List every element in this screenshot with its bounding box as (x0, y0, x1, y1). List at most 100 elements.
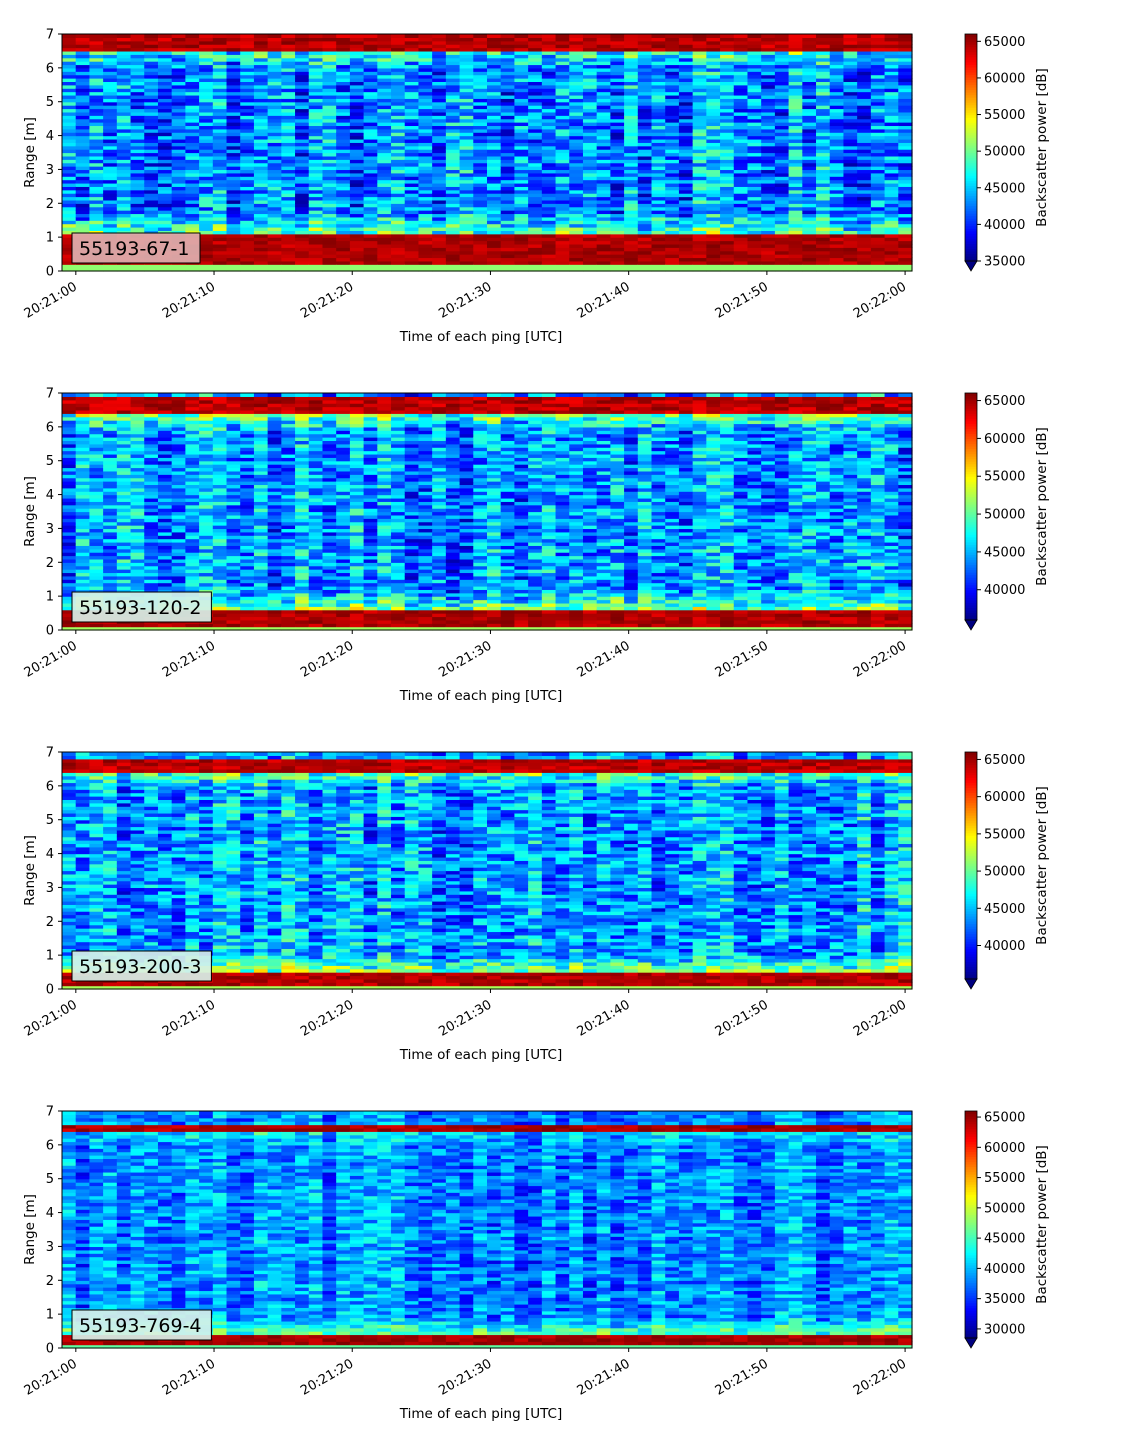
heatmap-cell (514, 47, 529, 52)
heatmap-cell (185, 50, 200, 55)
heatmap-cell (829, 34, 845, 38)
heatmap-cell (637, 155, 653, 160)
heatmap-cell (473, 44, 488, 49)
heatmap-cell (89, 189, 104, 194)
heatmap-cell (678, 34, 694, 38)
heatmap-cell (528, 226, 543, 231)
heatmap-cell (377, 128, 392, 133)
heatmap-cell (185, 159, 200, 164)
heatmap-cell (569, 213, 584, 218)
heatmap-cell (281, 57, 296, 62)
heatmap-cell (487, 111, 502, 116)
heatmap-cell (500, 220, 516, 225)
heatmap-cell (89, 162, 104, 167)
heatmap-cell (541, 186, 557, 191)
heatmap-cell (624, 40, 639, 45)
heatmap-cell (336, 267, 351, 272)
heatmap-cell (295, 91, 310, 96)
heatmap-cell (144, 37, 159, 42)
heatmap-cell (555, 203, 570, 208)
heatmap-cell (404, 237, 420, 242)
heatmap-cell (528, 101, 543, 106)
heatmap-cell (459, 61, 474, 66)
heatmap-cell (377, 257, 392, 262)
heatmap-cell (75, 264, 91, 269)
heatmap-cell (363, 186, 378, 191)
heatmap-cell (445, 67, 461, 72)
heatmap-cell (391, 122, 406, 127)
heatmap-cell (377, 44, 392, 49)
heatmap-cell (473, 169, 488, 174)
heatmap-cell (555, 254, 570, 259)
heatmap-cell (267, 155, 282, 160)
heatmap-cell (541, 94, 557, 99)
heatmap-cell (349, 260, 365, 265)
heatmap-cell (212, 115, 228, 120)
heatmap-cell (212, 226, 228, 231)
heatmap-cell (199, 122, 214, 127)
heatmap-cell (582, 34, 598, 38)
heatmap-cell (212, 61, 228, 66)
heatmap-cell (185, 264, 200, 269)
heatmap-cell (391, 210, 406, 215)
heatmap-cell (404, 149, 420, 154)
heatmap-cell (569, 257, 584, 262)
heatmap-cell (445, 206, 461, 211)
heatmap-cell (459, 264, 474, 269)
heatmap-cell (487, 122, 502, 127)
heatmap-cell (528, 189, 543, 194)
heatmap-cell (377, 34, 392, 38)
heatmap-cell (281, 159, 296, 164)
heatmap-cell (116, 54, 132, 59)
heatmap-cell (226, 105, 241, 110)
heatmap-cell (62, 142, 77, 147)
heatmap-cell (404, 47, 420, 52)
heatmap-cell (130, 226, 145, 231)
heatmap-cell (199, 152, 214, 157)
heatmap-cell (336, 105, 351, 110)
heatmap-cell (349, 74, 365, 79)
heatmap-cell (459, 74, 474, 79)
heatmap-cell (514, 162, 529, 167)
heatmap-cell (226, 149, 241, 154)
heatmap-cell (445, 44, 461, 49)
heatmap-cell (116, 37, 132, 42)
heatmap-cell (130, 44, 145, 49)
heatmap-cell (281, 223, 296, 228)
heatmap-cell (103, 210, 118, 215)
heatmap-cell (336, 264, 351, 269)
heatmap-cell (62, 47, 77, 52)
heatmap-cell (459, 149, 474, 154)
heatmap-cell (459, 220, 474, 225)
heatmap-cell (596, 223, 611, 228)
heatmap-cell (62, 122, 77, 127)
heatmap-cell (514, 108, 529, 113)
heatmap-cell (295, 138, 310, 143)
heatmap-cell (582, 88, 598, 93)
heatmap-cell (116, 101, 132, 106)
heatmap-cell (418, 54, 433, 59)
heatmap-cell (487, 91, 502, 96)
heatmap-cell (432, 172, 447, 177)
heatmap-cell (391, 149, 406, 154)
heatmap-cell (637, 122, 653, 127)
heatmap-cell (212, 40, 228, 45)
heatmap-cell (555, 78, 570, 82)
heatmap-cell (528, 179, 543, 184)
heatmap-cell (582, 91, 598, 96)
heatmap-cell (624, 118, 639, 123)
heatmap-cell (363, 264, 378, 269)
heatmap-cell (610, 71, 625, 76)
heatmap-cell (377, 61, 392, 66)
heatmap-cell (295, 94, 310, 99)
heatmap-cell (363, 172, 378, 177)
heatmap-cell (555, 230, 570, 235)
heatmap-cell (500, 169, 516, 174)
heatmap-cell (253, 78, 269, 82)
heatmap-cell (637, 61, 653, 66)
heatmap-cell (62, 203, 77, 208)
heatmap-cell (322, 203, 337, 208)
heatmap-cell (610, 182, 625, 187)
heatmap-cell (267, 138, 282, 143)
heatmap-cell (226, 267, 241, 272)
